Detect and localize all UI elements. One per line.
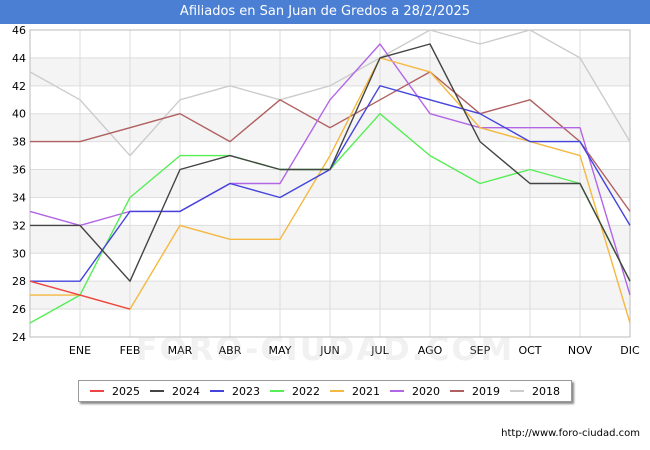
- y-tick-label: 46: [12, 24, 26, 37]
- series-line-2025: [29, 280, 131, 310]
- x-tick-label: DIC: [620, 344, 640, 357]
- source-link[interactable]: http://www.foro-ciudad.com: [501, 428, 640, 439]
- y-tick-label: 28: [12, 275, 26, 288]
- x-tick-label: ENE: [69, 344, 91, 357]
- x-tick-label: ABR: [219, 344, 242, 357]
- x-tick-label: AGO: [418, 344, 443, 357]
- legend-swatch: [210, 390, 224, 392]
- chart-legend: 2025 2024 2023 2022 2021 2020 2019 2018: [78, 380, 572, 402]
- series-line-2018: [29, 29, 631, 157]
- legend-label: 2025: [112, 384, 140, 398]
- legend-item-2023: 2023: [210, 385, 260, 398]
- legend-item-2025: 2025: [90, 385, 140, 398]
- legend-label: 2023: [232, 384, 260, 398]
- plot-area: [29, 29, 631, 338]
- y-tick-label: 24: [12, 331, 26, 344]
- legend-swatch: [450, 390, 464, 392]
- x-tick-label: SEP: [470, 344, 491, 357]
- x-tick-label: FEB: [120, 344, 141, 357]
- legend-item-2021: 2021: [330, 385, 380, 398]
- y-tick-label: 40: [12, 108, 26, 121]
- legend-item-2022: 2022: [270, 385, 320, 398]
- y-tick-label: 42: [12, 80, 26, 93]
- y-tick-label: 30: [12, 247, 26, 260]
- legend-label: 2020: [412, 384, 440, 398]
- legend-label: 2019: [472, 384, 500, 398]
- legend-swatch: [390, 390, 404, 392]
- y-tick-label: 36: [12, 164, 26, 177]
- y-tick-label: 34: [12, 191, 26, 204]
- chart-title: Afiliados en San Juan de Gredos a 28/2/2…: [0, 0, 650, 24]
- legend-item-2020: 2020: [390, 385, 440, 398]
- legend-swatch: [90, 390, 104, 392]
- legend-swatch: [270, 390, 284, 392]
- y-tick-label: 32: [12, 219, 26, 232]
- x-tick-label: JUN: [319, 344, 340, 357]
- legend-swatch: [150, 390, 164, 392]
- y-tick-label: 26: [12, 303, 26, 316]
- line-chart: 24 26 28 30 32 34 36 38 40 42 44 46 ENE FEB MAR ABR MAY J…: [12, 24, 640, 357]
- legend-label: 2024: [172, 384, 200, 398]
- y-tick-label: 38: [12, 136, 26, 149]
- legend-label: 2021: [352, 384, 380, 398]
- x-tick-label: OCT: [518, 344, 541, 357]
- legend-label: 2018: [532, 384, 560, 398]
- watermark: FORO-CIUDAD.COM: [135, 330, 515, 368]
- x-tick-label: JUL: [370, 344, 389, 357]
- x-tick-label: MAR: [168, 344, 193, 357]
- x-tick-label: NOV: [568, 344, 593, 357]
- legend-item-2019: 2019: [450, 385, 500, 398]
- legend-swatch: [510, 390, 524, 392]
- x-tick-label: MAY: [269, 344, 292, 357]
- y-tick-label: 44: [12, 52, 26, 65]
- series-line-2019: [30, 71, 631, 212]
- legend-item-2024: 2024: [150, 385, 200, 398]
- series-line-2024: [30, 43, 631, 282]
- legend-swatch: [330, 390, 344, 392]
- legend-item-2018: 2018: [510, 385, 560, 398]
- legend-label: 2022: [292, 384, 320, 398]
